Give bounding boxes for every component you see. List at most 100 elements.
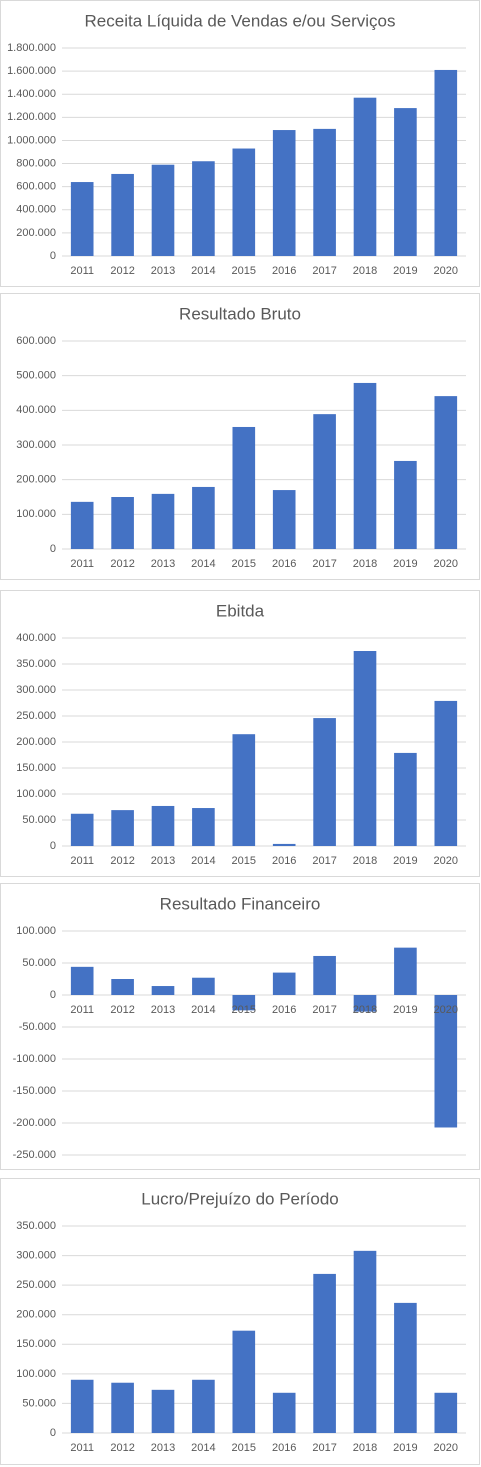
bar [70, 501, 94, 549]
y-tick-label: 1.200.000 [7, 111, 56, 123]
y-tick-label: 0 [50, 989, 56, 1001]
bar [434, 396, 458, 549]
bar [232, 148, 256, 256]
bar [272, 490, 296, 549]
y-tick-label: -250.000 [13, 1149, 56, 1161]
y-tick-label: 0 [50, 250, 56, 262]
bar [70, 966, 94, 995]
bar [394, 1302, 417, 1433]
bar [111, 810, 134, 846]
bar [434, 995, 458, 1128]
bar [111, 497, 134, 549]
x-tick-label: 2018 [353, 1004, 377, 1016]
y-tick-label: 200.000 [16, 474, 56, 486]
y-tick-label: 150.000 [16, 1338, 56, 1350]
y-tick-label: 350.000 [16, 658, 56, 670]
bar [111, 173, 134, 256]
y-tick-label: 50.000 [22, 1397, 56, 1409]
bar [434, 700, 458, 846]
x-tick-label: 2017 [312, 1004, 336, 1016]
x-tick-label: 2020 [434, 1442, 458, 1454]
x-tick-label: 2019 [393, 1442, 417, 1454]
y-tick-label: 0 [50, 1427, 56, 1439]
bar [353, 651, 377, 846]
chart-title: Ebitda [216, 601, 265, 620]
x-tick-label: 2016 [272, 855, 296, 867]
y-tick-label: 400.000 [16, 404, 56, 416]
x-tick-label: 2012 [110, 265, 134, 277]
y-tick-label: 100.000 [16, 925, 56, 937]
y-tick-label: 400.000 [16, 632, 56, 644]
y-tick-label: 250.000 [16, 710, 56, 722]
y-tick-label: 200.000 [16, 1309, 56, 1321]
x-tick-label: 2018 [353, 265, 377, 277]
chart-title: Receita Líquida de Vendas e/ou Serviços [85, 11, 396, 30]
y-tick-label: 400.000 [16, 204, 56, 216]
bar [313, 414, 336, 549]
y-tick-label: 150.000 [16, 762, 56, 774]
x-tick-label: 2016 [272, 1442, 296, 1454]
y-tick-label: 100.000 [16, 1368, 56, 1380]
bar [272, 843, 296, 846]
y-tick-label: -50.000 [19, 1021, 56, 1033]
chart-title: Resultado Bruto [179, 304, 301, 323]
y-tick-label: 1.600.000 [7, 65, 56, 77]
x-tick-label: 2016 [272, 1004, 296, 1016]
y-tick-label: 1.000.000 [7, 134, 56, 146]
bar [353, 1250, 377, 1433]
bar [313, 955, 336, 995]
bar [151, 986, 175, 995]
bar [272, 972, 296, 995]
x-tick-label: 2013 [151, 265, 175, 277]
x-tick-label: 2011 [70, 265, 94, 277]
chart-title: Resultado Financeiro [160, 894, 321, 913]
bar [434, 1392, 458, 1433]
bar [151, 164, 175, 256]
x-tick-label: 2014 [191, 1004, 215, 1016]
x-tick-label: 2011 [70, 558, 94, 570]
x-tick-label: 2015 [232, 1442, 256, 1454]
x-tick-label: 2020 [434, 855, 458, 867]
bar [394, 108, 417, 256]
x-tick-label: 2019 [393, 1004, 417, 1016]
bar [394, 460, 417, 549]
y-tick-label: 0 [50, 543, 56, 555]
x-tick-label: 2016 [272, 558, 296, 570]
bar [313, 1273, 336, 1433]
chart-title: Lucro/Prejuízo do Período [141, 1189, 339, 1208]
x-tick-label: 2017 [312, 558, 336, 570]
bar [353, 97, 377, 256]
bar [313, 718, 336, 846]
x-tick-label: 2015 [232, 1004, 256, 1016]
y-tick-label: 50.000 [22, 814, 56, 826]
y-tick-label: 300.000 [16, 439, 56, 451]
x-tick-label: 2011 [70, 1442, 94, 1454]
x-tick-label: 2014 [191, 558, 215, 570]
x-tick-label: 2015 [232, 265, 256, 277]
x-tick-label: 2011 [70, 855, 94, 867]
y-tick-label: 250.000 [16, 1279, 56, 1291]
y-tick-label: 350.000 [16, 1220, 56, 1232]
x-tick-label: 2015 [232, 855, 256, 867]
x-tick-label: 2019 [393, 265, 417, 277]
bar [232, 995, 256, 1011]
x-tick-label: 2014 [191, 1442, 215, 1454]
x-tick-label: 2018 [353, 855, 377, 867]
x-tick-label: 2012 [110, 558, 134, 570]
y-tick-label: 300.000 [16, 1249, 56, 1261]
x-tick-label: 2017 [312, 855, 336, 867]
bar [272, 130, 296, 256]
x-tick-label: 2017 [312, 1442, 336, 1454]
bar [151, 493, 175, 549]
bar [272, 1392, 296, 1433]
bar [192, 977, 215, 995]
x-tick-label: 2017 [312, 265, 336, 277]
bar [353, 995, 377, 1012]
x-tick-label: 2020 [434, 265, 458, 277]
x-tick-label: 2016 [272, 265, 296, 277]
bar [192, 1379, 215, 1433]
bar [192, 808, 215, 846]
bar [151, 1389, 175, 1433]
bar [353, 382, 377, 549]
x-tick-label: 2012 [110, 855, 134, 867]
